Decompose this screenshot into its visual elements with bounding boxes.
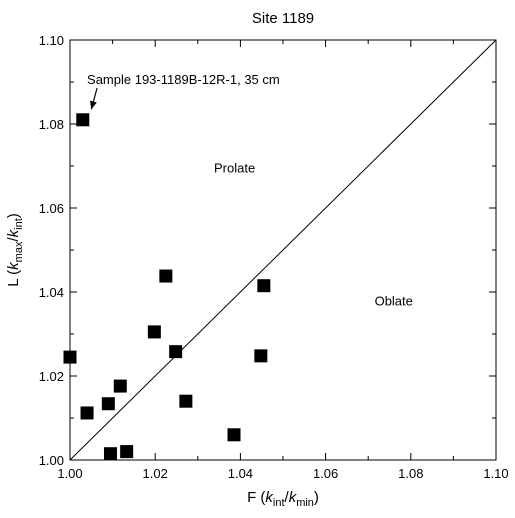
y-tick-label: 1.04 [39, 285, 64, 300]
reference-diagonal-line [69, 39, 497, 461]
y-tick-label: 1.08 [39, 117, 64, 132]
axis-label-part: k [265, 489, 274, 506]
axis-label-part: L ( [5, 270, 22, 287]
axis-label-part: k [5, 261, 22, 270]
data-point [103, 447, 117, 461]
x-tick-label: 1.06 [313, 466, 338, 481]
axis-label-part: k [289, 489, 298, 506]
x-tick-label: 1.08 [398, 466, 423, 481]
annotation-label: Prolate [214, 160, 255, 175]
annotation-label: Sample 193-1189B-12R-1, 35 cm [87, 72, 280, 87]
x-tick-label: 1.00 [57, 466, 82, 481]
axis-label-part: ) [314, 489, 319, 506]
data-point [179, 394, 193, 408]
data-points [63, 113, 271, 461]
y-axis-label: L (kmax/kint) [5, 213, 25, 287]
y-tick-label: 1.06 [39, 201, 64, 216]
plot-area-frame [69, 39, 497, 461]
axis-label-part: k [5, 228, 22, 237]
x-tick-label: 1.04 [228, 466, 253, 481]
x-tick-label: 1.02 [143, 466, 168, 481]
data-point [254, 349, 268, 363]
data-point [147, 325, 161, 339]
tick-labels: 1.00 1.02 1.04 1.06 1.08 1.10 1.00 1.02 1.04 1.06… [39, 33, 509, 481]
axis-label-part: max [13, 241, 25, 262]
annotations: Sample 193-1189B-12R-1, 35 cm Prolate Obla… [87, 72, 413, 308]
annotation-arrowhead [90, 100, 97, 110]
axis-label-part: min [296, 497, 314, 509]
annotation-label: Oblate [375, 293, 413, 308]
axis-label-part: / [285, 489, 290, 506]
data-point [169, 345, 183, 359]
data-point [80, 406, 94, 420]
y-tick-label: 1.00 [39, 453, 64, 468]
data-point [63, 350, 77, 364]
data-point [113, 379, 127, 393]
data-point [101, 397, 115, 411]
axis-label-part: / [5, 237, 22, 242]
data-point [76, 113, 90, 127]
y-tick-label: 1.02 [39, 369, 64, 384]
chart-title: Site 1189 [252, 10, 314, 27]
axis-label-part: F ( [247, 489, 265, 506]
y-tick-label: 1.10 [39, 33, 64, 48]
x-tick-label: 1.10 [483, 466, 508, 481]
x-axis-label: F (kint/kmin) [247, 489, 319, 509]
data-point [159, 269, 173, 283]
axis-label-part: int [13, 218, 25, 230]
data-point [227, 428, 241, 442]
axis-label-part: int [273, 497, 285, 509]
data-point [257, 279, 271, 293]
data-point [120, 445, 134, 459]
axis-label-part: ) [5, 213, 22, 218]
